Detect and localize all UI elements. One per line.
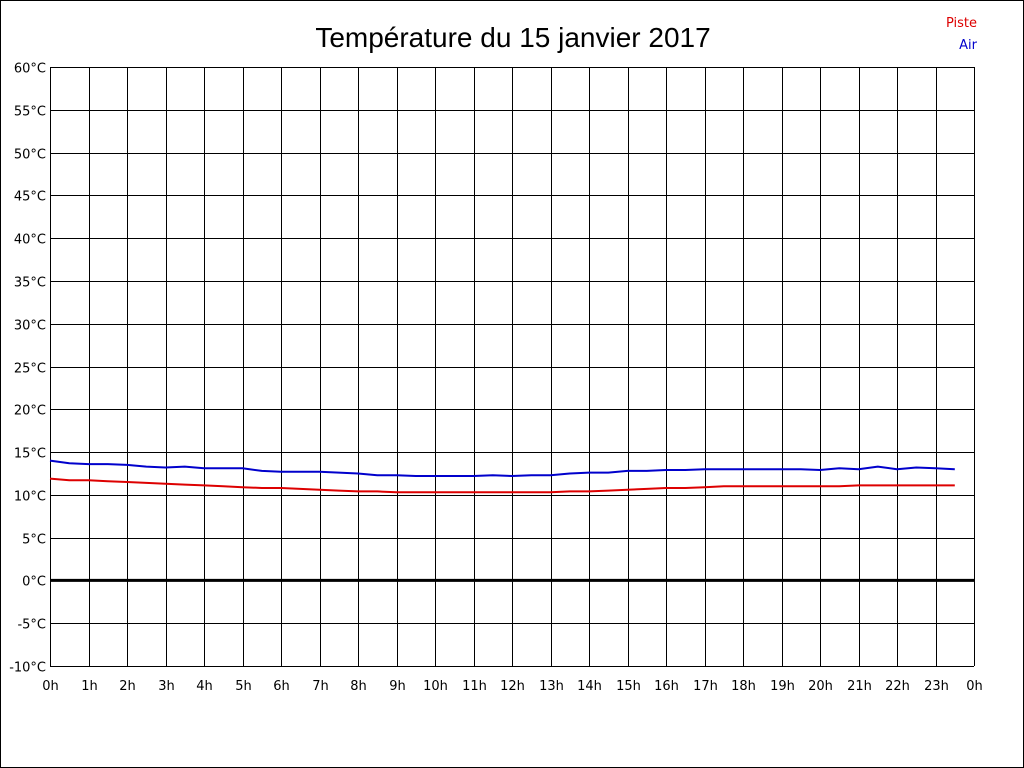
series-line-air bbox=[49, 459, 955, 477]
x-tick-label: 10h bbox=[423, 679, 448, 694]
x-tick-label: 21h bbox=[847, 679, 872, 694]
y-tick-label: -5°C bbox=[17, 618, 46, 633]
legend-entry-air: Air bbox=[959, 38, 978, 53]
chart-title: Température du 15 janvier 2017 bbox=[315, 22, 710, 53]
y-tick-label: 0°C bbox=[22, 575, 46, 590]
y-tick-label: 50°C bbox=[14, 148, 46, 163]
x-tick-label: 18h bbox=[731, 679, 756, 694]
grid bbox=[50, 67, 975, 667]
x-tick-label: 1h bbox=[81, 679, 98, 694]
x-tick-label: 7h bbox=[312, 679, 329, 694]
y-tick-label: 15°C bbox=[14, 447, 46, 462]
x-tick-label: 3h bbox=[158, 679, 175, 694]
y-tick-label: 25°C bbox=[14, 362, 46, 377]
y-tick-label: 20°C bbox=[14, 404, 46, 419]
x-tick-label: 13h bbox=[539, 679, 564, 694]
x-tick-label: 5h bbox=[235, 679, 252, 694]
axis-tick-labels: 0h 1h 2h 3h 4h 5h 6h 7h 8h 9h 10h 11h 12h 13h 14h 15h 16… bbox=[9, 62, 983, 695]
y-tick-label: 10°C bbox=[14, 490, 46, 505]
data-series bbox=[49, 459, 955, 494]
x-tick-label: 4h bbox=[196, 679, 213, 694]
x-tick-label: 12h bbox=[500, 679, 525, 694]
y-tick-label: 40°C bbox=[14, 233, 46, 248]
x-tick-label: 22h bbox=[885, 679, 910, 694]
y-tick-label: 55°C bbox=[14, 105, 46, 120]
x-tick-label: 17h bbox=[693, 679, 718, 694]
y-tick-label: -10°C bbox=[9, 661, 46, 676]
x-tick-label: 20h bbox=[808, 679, 833, 694]
x-tick-label: 16h bbox=[654, 679, 679, 694]
y-tick-label: 60°C bbox=[14, 62, 46, 77]
y-tick-label: 35°C bbox=[14, 276, 46, 291]
x-tick-label: 0h bbox=[42, 679, 59, 694]
y-tick-label: 45°C bbox=[14, 190, 46, 205]
x-tick-label: 23h bbox=[924, 679, 949, 694]
x-tick-label: 15h bbox=[616, 679, 641, 694]
x-tick-label: 14h bbox=[577, 679, 602, 694]
x-tick-label: 11h bbox=[462, 679, 487, 694]
x-tick-label: 6h bbox=[273, 679, 290, 694]
x-tick-label: 0h bbox=[966, 679, 983, 694]
legend-entry-piste: Piste bbox=[946, 16, 977, 31]
y-tick-label: 30°C bbox=[14, 319, 46, 334]
x-tick-label: 9h bbox=[389, 679, 406, 694]
x-tick-label: 8h bbox=[350, 679, 367, 694]
x-tick-label: 2h bbox=[119, 679, 136, 694]
x-tick-label: 19h bbox=[770, 679, 795, 694]
series-line-piste bbox=[49, 477, 955, 494]
legend: Piste Air bbox=[946, 16, 978, 53]
y-tick-label: 5°C bbox=[22, 533, 46, 548]
